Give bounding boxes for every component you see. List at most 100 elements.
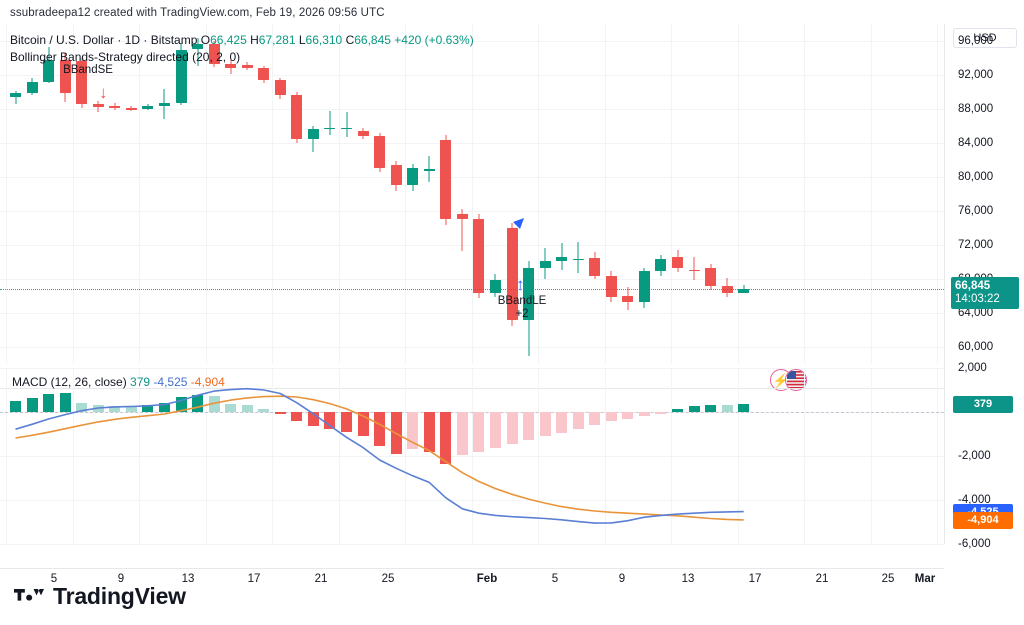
gridline-v	[6, 24, 7, 364]
gridline-v	[338, 24, 340, 364]
gridline-v	[870, 24, 872, 364]
candle	[589, 24, 601, 364]
time-axis[interactable]: 5 9 13 17 21 25 Feb 5 9 13 17 21 25 Mar	[0, 568, 944, 594]
macd-bar	[572, 412, 584, 429]
candle	[26, 24, 38, 364]
macd-bar	[489, 412, 501, 448]
candle	[192, 24, 204, 364]
tradingview-logo[interactable]: TradingView	[14, 583, 186, 610]
candle-body	[705, 267, 717, 286]
candle-wick	[693, 256, 695, 280]
price-tick-label: 96,000	[958, 35, 994, 47]
candle-body	[43, 59, 55, 82]
candle	[109, 24, 121, 364]
gridline-v	[72, 24, 74, 364]
price-tick-label: 60,000	[958, 341, 994, 353]
macd-bar	[357, 412, 369, 436]
time-tick-label: 21	[314, 573, 328, 585]
us-flag-icon[interactable]	[785, 369, 807, 391]
macd-bar	[59, 393, 71, 412]
price-pane[interactable]: ↓ BBandSE ↑ BBandLE +2 ⚡	[0, 24, 944, 391]
candle-wick	[312, 126, 314, 152]
candle	[43, 24, 55, 364]
gridline-v	[72, 368, 74, 544]
macd-bar	[655, 412, 667, 414]
gridline-v	[804, 368, 805, 544]
macd-legend[interactable]: MACD (12, 26, close) 379 -4,525 -4,904	[12, 375, 225, 389]
macd-hist-value: 379	[130, 375, 151, 389]
current-price-line	[0, 288, 944, 290]
candle	[489, 24, 501, 364]
candle-body	[341, 127, 352, 130]
current-price-badge: 66,845 14:03:22	[951, 276, 1019, 309]
candle	[341, 24, 352, 364]
time-tick-label: 5	[50, 573, 58, 585]
candle	[688, 24, 700, 364]
candle-body	[688, 269, 700, 272]
candle-wick	[197, 38, 199, 66]
candle-body	[291, 95, 303, 139]
macd-hist-badge: 379	[953, 395, 1013, 413]
candle-body	[440, 140, 452, 220]
time-tick-label: 9	[117, 573, 125, 585]
macd-pane[interactable]	[0, 368, 944, 545]
candle	[738, 24, 750, 364]
gridline-v	[804, 24, 805, 364]
candle-body	[473, 218, 485, 293]
candle	[374, 24, 386, 364]
candle	[357, 24, 369, 364]
macd-signal-path	[15, 395, 744, 521]
gridline-v	[272, 368, 273, 544]
time-tick-label: 21	[815, 573, 829, 585]
candle	[655, 24, 667, 364]
candle-body	[390, 165, 402, 186]
candle	[506, 24, 518, 364]
candle-body	[225, 63, 237, 69]
low-key: L	[298, 33, 306, 47]
candle-body	[158, 103, 170, 106]
bbandse-label: BBandSE	[38, 64, 138, 77]
high-key: H	[250, 33, 259, 47]
gridline-v	[870, 368, 872, 544]
candle-body	[506, 228, 518, 320]
macd-bar	[109, 406, 121, 412]
candle	[423, 24, 435, 364]
candle-body	[556, 256, 568, 262]
macd-bar	[258, 408, 270, 412]
macd-bar	[291, 412, 303, 422]
macd-bar	[241, 405, 253, 412]
right-price-axis[interactable]: USD 96,000 92,000 88,000 84,000 80,000 76,000…	[944, 24, 1024, 550]
macd-signal-badge: -4,904	[953, 511, 1013, 529]
candle	[605, 24, 617, 364]
gridline-v	[405, 24, 406, 364]
candle-body	[523, 267, 535, 320]
open-key: O	[200, 33, 211, 47]
candle	[142, 24, 154, 364]
macd-signal-value: -4,904	[190, 375, 225, 389]
candle	[274, 24, 286, 364]
gridline-v	[205, 368, 207, 544]
macd-bar	[638, 412, 650, 416]
candle	[539, 24, 551, 364]
gridline-v	[937, 368, 938, 544]
price-grid	[0, 24, 944, 364]
candle-wick	[346, 112, 347, 138]
symbol-title[interactable]: Bitcoin / U.S. Dollar · 1D · Bitstamp	[10, 33, 198, 47]
open-value: 66,425	[210, 33, 247, 47]
price-tick-label: 84,000	[958, 137, 994, 149]
candle	[125, 24, 137, 364]
gridline-v	[538, 368, 539, 544]
macd-line-value: -4,525	[153, 375, 188, 389]
candle-wick	[577, 241, 579, 274]
time-tick-label: 17	[247, 573, 261, 585]
attribution-watermark: ssubradeepa12 created with TradingView.c…	[10, 7, 385, 19]
candle-body	[241, 64, 253, 69]
indicator-legend[interactable]: Bollinger Bands-Strategy directed (20, 2…	[10, 50, 241, 64]
macd-bar	[688, 406, 700, 412]
candle	[59, 24, 71, 364]
gridline-v	[737, 24, 739, 364]
macd-bar	[738, 403, 750, 412]
macd-bar	[473, 412, 485, 452]
candle-body	[10, 92, 21, 98]
bbandle-sub: +2	[515, 308, 529, 320]
